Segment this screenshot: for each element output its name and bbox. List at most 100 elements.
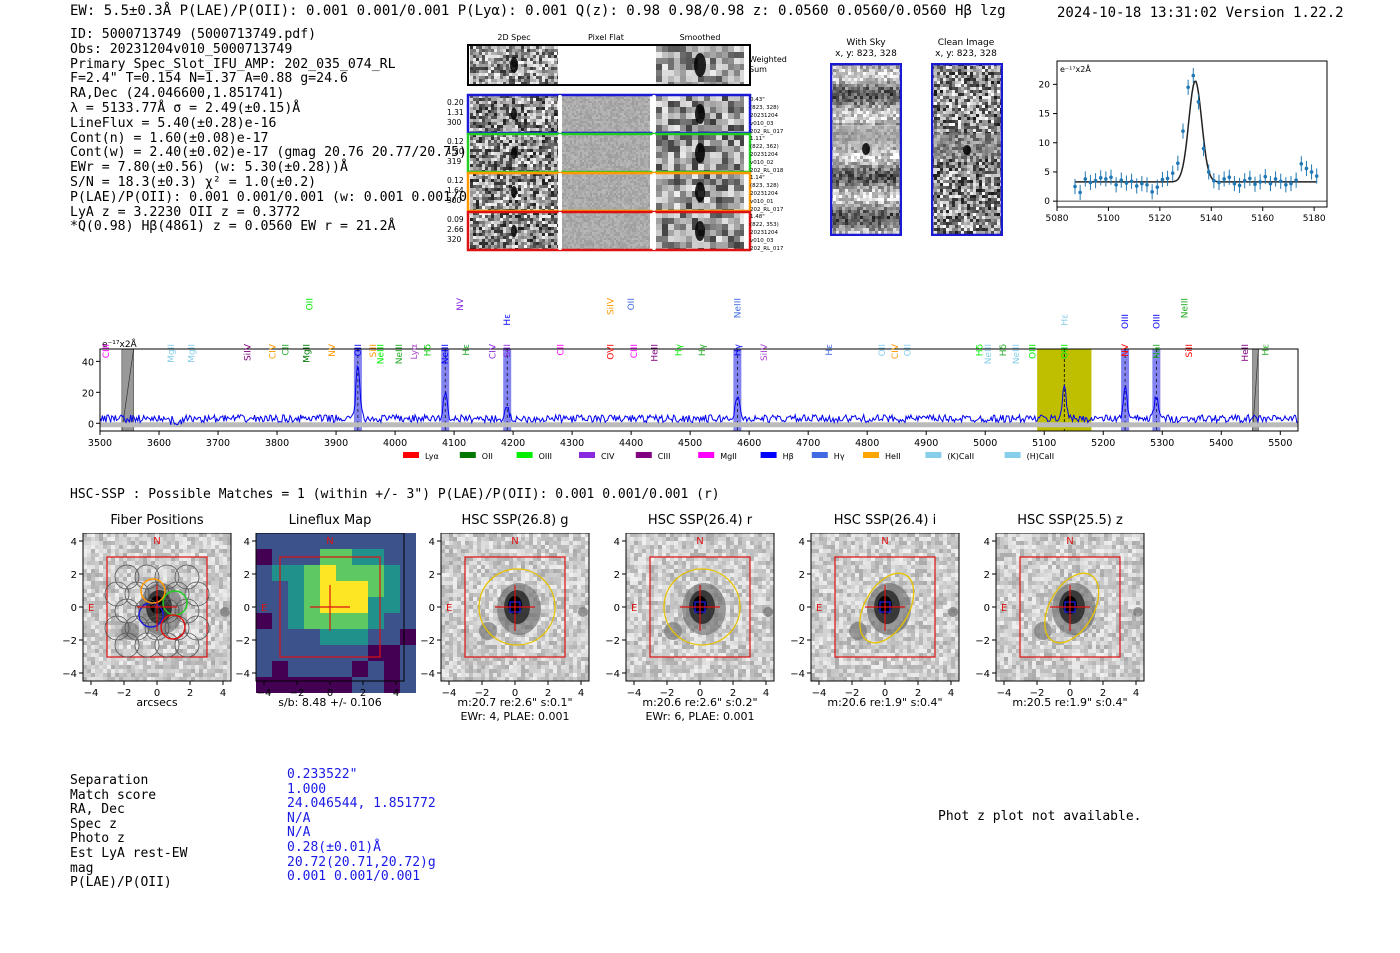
line-label: NV <box>1121 343 1131 357</box>
zoom-point <box>1104 177 1108 181</box>
spectrum-ylabel: e⁻¹⁷x2Å <box>102 338 138 350</box>
panel-title: HSC SSP(26.8) g <box>461 513 569 528</box>
fiber-stat: 0.09 <box>447 215 464 224</box>
fiber-circle <box>184 581 210 607</box>
zoom-point <box>1263 174 1268 179</box>
fiber-pixel-flat <box>562 173 650 211</box>
line-label: NeIII <box>1181 298 1191 318</box>
line-label: SiIV <box>760 343 770 361</box>
zoom-point <box>1284 183 1288 187</box>
panel-xtick: −2 <box>117 688 132 699</box>
line-label: NeIII <box>1012 344 1022 364</box>
fiber-source-smooth <box>695 104 705 124</box>
spectrum-xtick: 5500 <box>1268 438 1292 449</box>
line-label: MgII <box>303 344 313 363</box>
with-sky-frame <box>830 63 902 236</box>
east-marker: E <box>816 603 822 614</box>
fiber-source-smooth <box>695 143 705 163</box>
panel-xtick: −4 <box>442 688 457 699</box>
line-label: Hε <box>825 344 835 356</box>
line-label: CIV <box>891 343 901 359</box>
zoom-point <box>1129 179 1134 184</box>
phot-z-message: Phot z plot not available. <box>938 809 1142 824</box>
zoom-point <box>1119 178 1124 182</box>
report-datetime: 2024-10-18 13:31:02 Version 1.22.2 <box>1057 5 1344 21</box>
panel-ytick: −4 <box>235 669 250 680</box>
line-label: Hδ <box>999 344 1009 357</box>
legend-label: Hγ <box>834 452 845 461</box>
match-values: 0.233522" 1.000 24.046544, 1.851772 N/A N/A 0… <box>287 767 436 885</box>
aperture-box <box>279 556 381 658</box>
line-label: HeII <box>1241 344 1251 362</box>
match-label: Est LyA rest-EW <box>70 845 188 861</box>
fiber-circle <box>124 615 150 641</box>
zoom-point <box>1309 170 1314 174</box>
info-line: EWr = 7.80(±0.56) (w: 5.30(±0.28))Å <box>70 160 348 176</box>
east-marker: E <box>446 603 452 614</box>
info-line: S/N = 18.3(±0.3) χ² = 1.0(±0.2) <box>70 174 317 190</box>
legend-label: OII <box>482 452 493 461</box>
panel-xtick: −2 <box>845 688 860 699</box>
line-band <box>1121 349 1130 431</box>
match-value: N/A <box>287 810 311 826</box>
fiber-meta: (823, 328) <box>750 183 779 189</box>
info-line: LyA z = 3.2230 OII z = 0.3772 <box>70 204 301 220</box>
spectrum-xtick: 4200 <box>501 438 525 449</box>
fiber-meta: v010_02 <box>750 160 774 166</box>
zoom-xtick: 5160 <box>1251 214 1274 224</box>
north-marker: N <box>153 536 160 547</box>
east-marker: E <box>631 603 637 614</box>
match-value: N/A <box>287 825 311 841</box>
panel-ytick: −2 <box>235 636 250 647</box>
zoom-point <box>1253 182 1257 187</box>
fiber-pixel-flat <box>562 212 650 250</box>
line-label: OII <box>627 298 637 310</box>
panel-ytick: 0 <box>614 603 620 614</box>
north-marker: N <box>326 536 333 547</box>
line-label: Lyα <box>410 344 420 360</box>
zoom-ytick: 15 <box>1039 110 1050 120</box>
zoom-point <box>1088 180 1093 185</box>
spectrum-xtick: 4800 <box>855 438 879 449</box>
zoom-ytick: 0 <box>1044 197 1050 207</box>
line-label: OII <box>354 344 364 356</box>
panel-ytick: 2 <box>71 570 77 581</box>
zoom-ytick: 5 <box>1044 168 1050 178</box>
panel-xtick: 4 <box>1133 688 1139 699</box>
zoom-point <box>1289 181 1293 186</box>
panel-xtick: −4 <box>812 688 827 699</box>
zoom-xtick: 5180 <box>1303 214 1326 224</box>
weighted-label: Weighted <box>749 55 787 64</box>
panel-xtick: 0 <box>882 688 888 699</box>
fiber-circle <box>134 632 160 658</box>
line-label: CII <box>556 344 566 356</box>
zoom-xtick: 5080 <box>1046 214 1069 224</box>
spectrum-xtick: 5300 <box>1150 438 1174 449</box>
info-line: λ = 5133.77Å σ = 2.49(±0.15)Å <box>70 100 301 116</box>
legend-swatch <box>760 452 777 458</box>
fiber-stat: 319 <box>447 157 462 166</box>
panel-ytick: 4 <box>429 537 435 548</box>
spectrum-xtick: 3800 <box>265 438 289 449</box>
legend-label: HeII <box>885 452 901 461</box>
fiber-meta: v010_03 <box>750 238 774 244</box>
aperture-ellipse <box>859 572 915 644</box>
line-label: NeIII <box>984 344 994 364</box>
fiber-meta: 20231204 <box>750 152 778 158</box>
spectrum-ytick: 20 <box>82 388 94 399</box>
panel-xtick: −4 <box>257 688 272 699</box>
zoom-point <box>1242 178 1247 183</box>
clean-image <box>931 63 1003 236</box>
legend-swatch <box>516 452 533 458</box>
zoom-point <box>1083 177 1088 181</box>
panel-caption: s/b: 8.48 +/- 0.106 <box>278 696 382 709</box>
aperture-ellipse <box>663 568 741 646</box>
fiber-circle <box>154 632 180 658</box>
zoom-point <box>1145 183 1149 187</box>
fiber-meta: 1.14" <box>750 175 765 181</box>
panel-ytick: 2 <box>614 570 620 581</box>
zoom-point <box>1093 178 1098 183</box>
fiber-source <box>511 108 517 120</box>
fiber-meta: (823, 328) <box>750 105 779 111</box>
match-label: Separation <box>70 773 149 788</box>
